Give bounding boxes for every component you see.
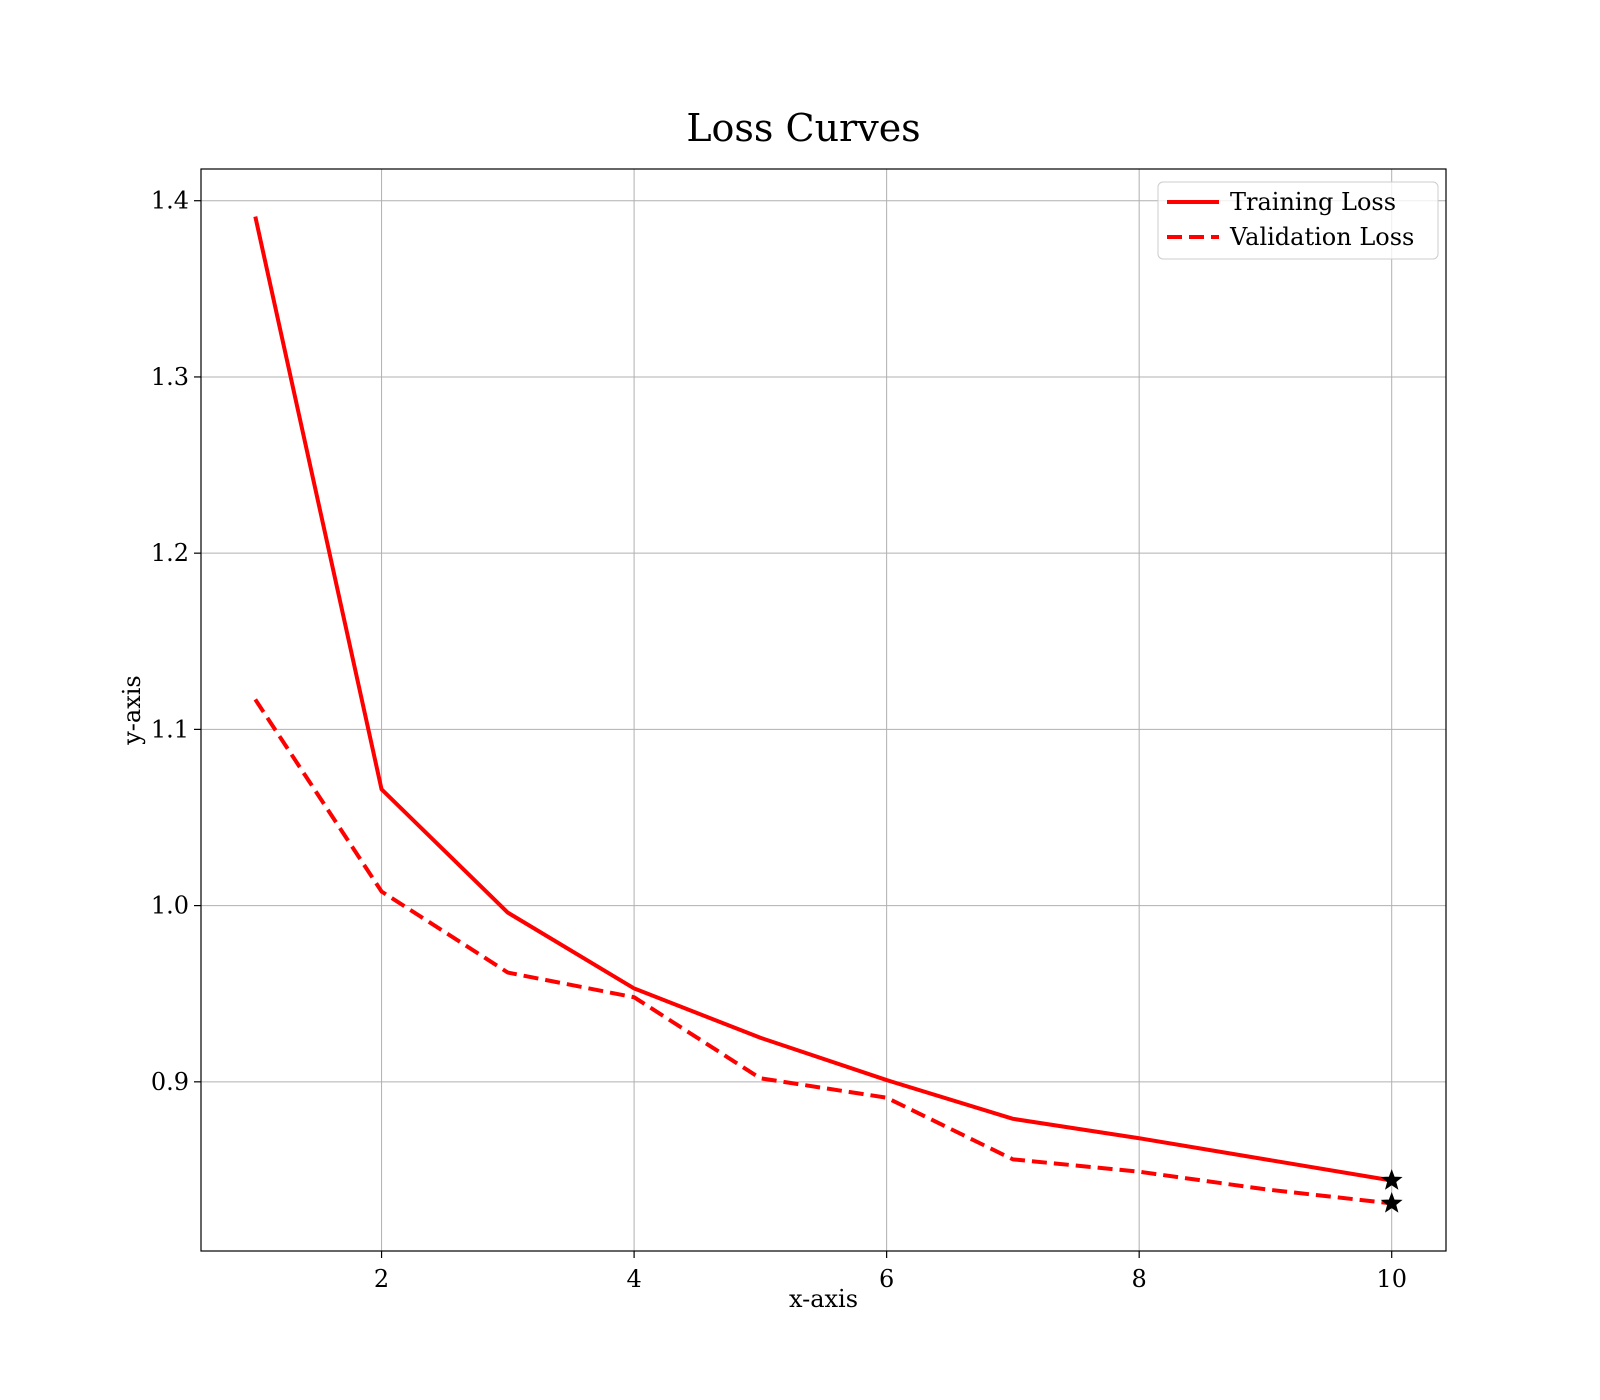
x-tick-label: 8 — [1132, 1265, 1147, 1293]
y-tick-label: 1.3 — [151, 363, 189, 391]
x-axis-label: x-axis — [789, 1285, 858, 1313]
legend-box — [1157, 181, 1439, 260]
y-tick-label: 1.1 — [151, 715, 189, 743]
x-tick-label: 10 — [1376, 1265, 1407, 1293]
tick-layer: 2 4 6 8 10 0.9 1.0 1.1 1.2 1.3 1.4 — [151, 187, 1407, 1293]
training-loss-end-star-marker — [1380, 1169, 1403, 1190]
y-tick-label: 1.2 — [151, 539, 189, 567]
training-loss-legend-label: Training Loss — [1230, 188, 1396, 216]
grid-layer — [201, 169, 1446, 1251]
x-tick-label: 6 — [879, 1265, 894, 1293]
training-loss-line — [253, 216, 1393, 1183]
chart-title: Loss Curves — [686, 106, 920, 150]
y-tick-label: 1.4 — [151, 187, 189, 215]
validation-loss-legend-label: Validation Loss — [1229, 223, 1414, 251]
y-tick-label: 0.9 — [151, 1068, 189, 1096]
y-axis-label: y-axis — [118, 675, 146, 746]
validation-loss-end-star-marker — [1380, 1191, 1403, 1213]
y-tick-label: 1.0 — [151, 892, 189, 920]
series-layer — [253, 216, 1403, 1213]
plot-frame — [200, 168, 1447, 1252]
x-tick-label: 4 — [626, 1265, 641, 1293]
x-tick-label: 2 — [374, 1265, 389, 1293]
validation-loss-line — [253, 698, 1392, 1206]
legend: Training Loss Validation Loss — [1157, 181, 1439, 260]
